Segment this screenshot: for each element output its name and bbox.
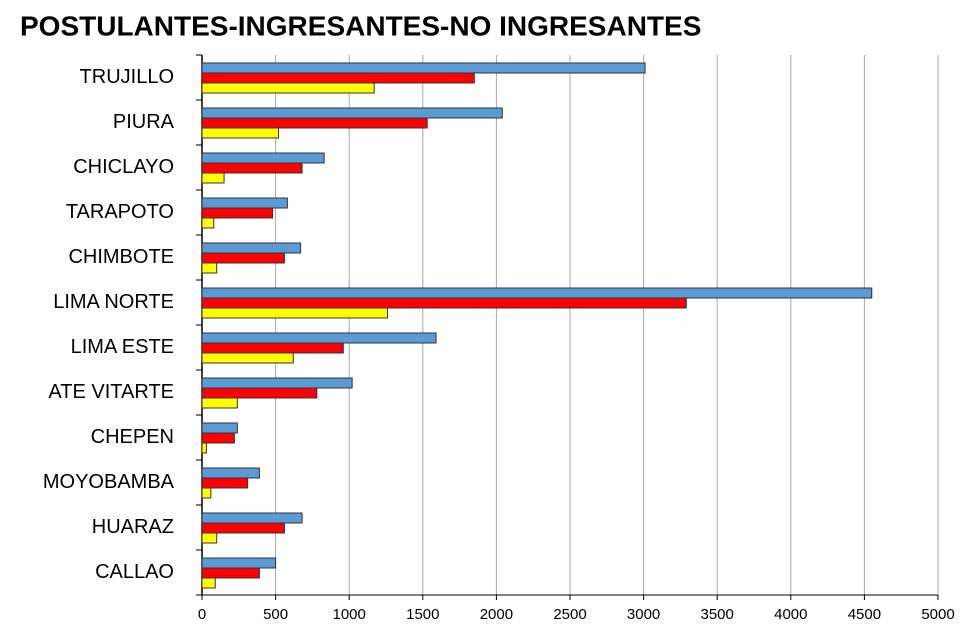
bar: [201, 512, 303, 524]
bar: [201, 467, 260, 479]
y-tick-label: CHICLAYO: [73, 156, 174, 178]
bar: [201, 107, 503, 119]
bar: [201, 127, 280, 139]
bar: [201, 172, 225, 184]
bar: [201, 397, 238, 409]
bar: [201, 487, 212, 499]
bar: [201, 387, 318, 399]
bar: [201, 252, 285, 264]
bar: [201, 522, 285, 534]
x-tick-label: 0: [198, 606, 206, 623]
bar: [201, 152, 325, 164]
y-tick-label: LIMA ESTE: [71, 336, 174, 358]
bar: [201, 217, 215, 229]
x-tick-label: 1500: [406, 606, 439, 623]
bar: [201, 352, 294, 364]
bar: [201, 532, 218, 544]
bar: [201, 377, 353, 389]
y-tick-label: MOYOBAMBA: [43, 471, 175, 493]
x-tick-label: 1000: [333, 606, 366, 623]
y-tick-label: TRUJILLO: [80, 66, 174, 88]
bar: [201, 332, 437, 344]
x-tick-label: 2500: [553, 606, 586, 623]
bar: [201, 567, 260, 579]
y-tick-label: CHEPEN: [91, 426, 174, 448]
bar: [201, 262, 218, 274]
y-tick-label: ATE VITARTE: [48, 381, 174, 403]
bar: [201, 197, 288, 209]
x-tick-label: 4000: [774, 606, 807, 623]
bar: [201, 577, 216, 589]
x-tick-label: 5000: [921, 606, 954, 623]
bar: [201, 162, 303, 174]
bar: [201, 82, 375, 94]
chart-title: POSTULANTES-INGRESANTES-NO INGRESANTES: [20, 10, 701, 41]
bar: [201, 422, 238, 434]
bar: [201, 307, 388, 319]
y-tick-label: CALLAO: [95, 561, 174, 583]
x-tick-label: 3500: [701, 606, 734, 623]
bar: [201, 117, 428, 129]
bar: [201, 62, 646, 74]
y-tick-label: PIURA: [113, 111, 175, 133]
bar: [201, 432, 235, 444]
bar: [201, 287, 873, 299]
x-tick-label: 4500: [848, 606, 881, 623]
bar: [201, 342, 344, 354]
y-tick-label: LIMA NORTE: [53, 291, 174, 313]
y-tick-label: CHIMBOTE: [68, 246, 174, 268]
x-tick-label: 500: [263, 606, 288, 623]
y-tick-label: TARAPOTO: [66, 201, 174, 223]
bar: [201, 297, 687, 309]
bar: [201, 207, 274, 219]
x-tick-label: 3000: [627, 606, 660, 623]
bar: [201, 477, 249, 489]
bar: [201, 442, 207, 454]
y-tick-label: HUARAZ: [92, 516, 174, 538]
bar: [201, 557, 277, 569]
bar: [201, 242, 302, 254]
x-tick-label: 2000: [480, 606, 513, 623]
bar: [201, 72, 475, 84]
